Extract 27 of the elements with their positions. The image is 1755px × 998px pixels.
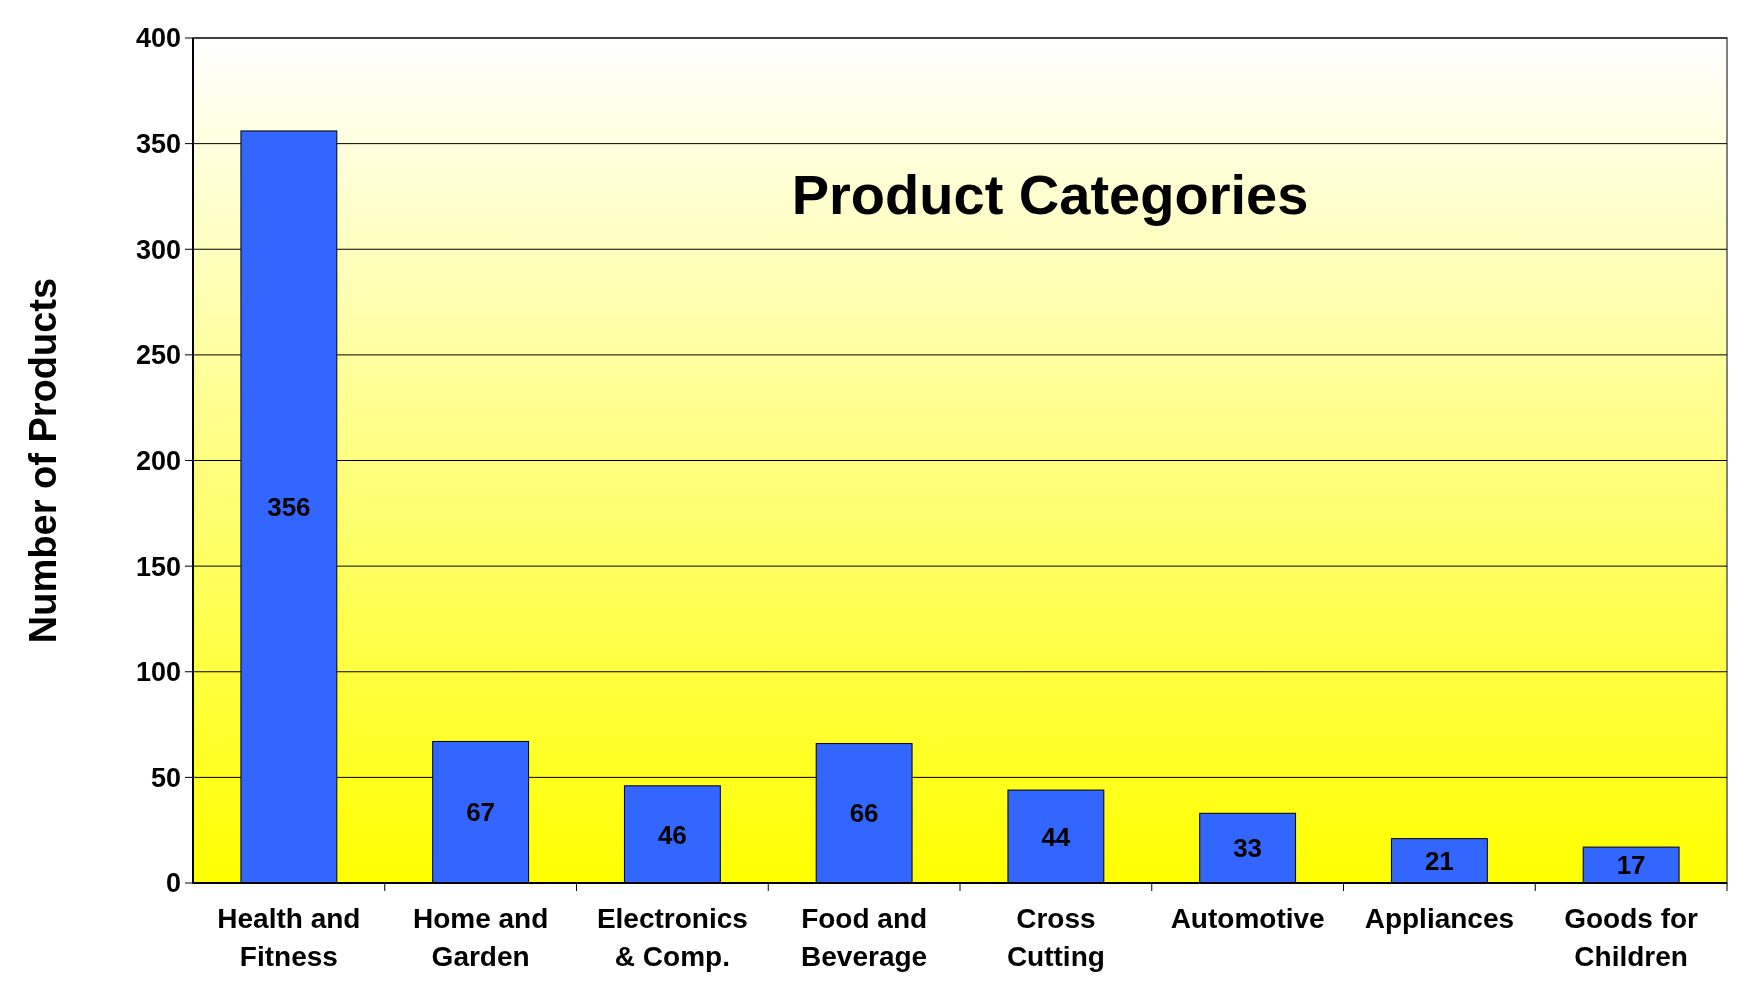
x-tick-label: Health and Fitness (217, 903, 361, 972)
data-label: 17 (1616, 850, 1646, 881)
data-label: 46 (657, 819, 687, 850)
x-tick-label: Food and Beverage (801, 903, 928, 972)
x-tick-label: Appliances (1364, 903, 1515, 934)
x-tick-label: Automotive (1170, 903, 1325, 934)
data-label: 44 (1041, 821, 1071, 852)
y-tick-label: 150 (135, 551, 181, 582)
data-label: 33 (1233, 833, 1263, 864)
data-label: 21 (1424, 845, 1454, 876)
y-axis-title: Number of Products (22, 277, 64, 644)
y-tick-label: 300 (135, 234, 181, 265)
x-tick-label: Home and Garden (412, 903, 549, 972)
data-label: 66 (849, 798, 879, 829)
y-tick-label: 350 (135, 129, 181, 160)
x-tick-label: Electronics & Comp. (596, 903, 748, 972)
y-tick-label: 100 (135, 657, 181, 688)
y-tick-label: 400 (135, 23, 181, 54)
text: Product Categories (791, 163, 1309, 227)
x-tick-label: Cross Cutting (1006, 903, 1105, 972)
y-tick-label: 50 (150, 762, 181, 793)
data-label: 67 (466, 797, 496, 828)
y-tick-label: 200 (135, 445, 181, 476)
x-tick-label: Goods for Children (1564, 903, 1699, 972)
y-tick-label: 250 (135, 340, 181, 371)
y-tick-label: 0 (165, 868, 181, 899)
data-label: 356 (267, 492, 311, 523)
